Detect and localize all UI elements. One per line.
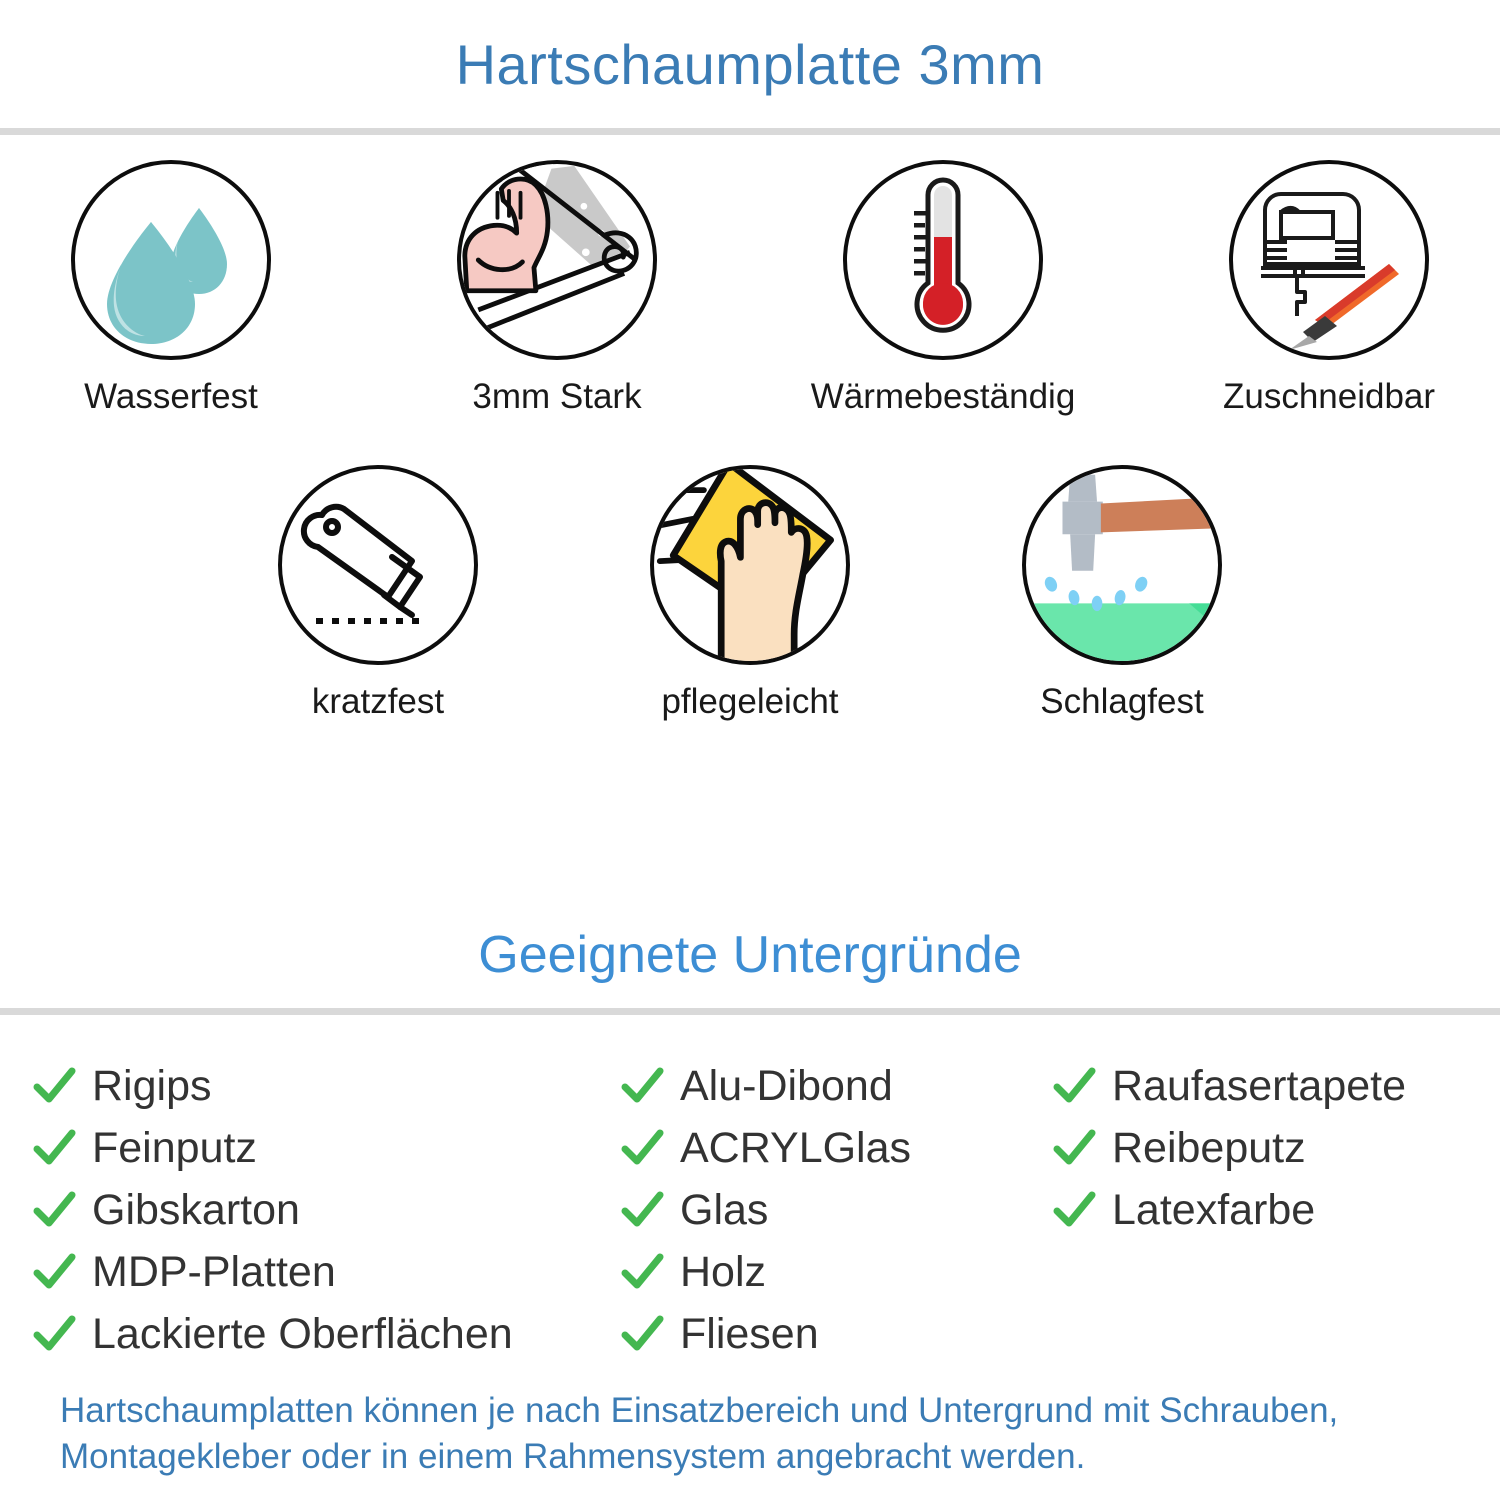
list-item-label: Feinputz	[92, 1123, 257, 1172]
list-item-label: MDP-Platten	[92, 1247, 336, 1296]
feature-icon-circle	[843, 160, 1043, 360]
check-icon	[1053, 1191, 1096, 1227]
check-icon	[33, 1253, 76, 1289]
feature-wasserfest: Wasserfest	[71, 160, 271, 417]
check-icon	[1053, 1129, 1096, 1165]
feature-label: Zuschneidbar	[1222, 377, 1436, 416]
feature-3mm-stark: 3mm Stark	[457, 160, 657, 417]
list-item-label: Latexfarbe	[1112, 1185, 1316, 1234]
list-item: Gibskarton	[32, 1179, 620, 1241]
feature-label: pflegeleicht	[661, 681, 839, 721]
list-item-label: Rigips	[92, 1061, 212, 1110]
list-item-label: Glas	[680, 1185, 769, 1234]
list-item: Lackierte Oberflächen	[32, 1303, 620, 1365]
list-item-label: Reibeputz	[1112, 1123, 1306, 1172]
feature-label: Wasserfest	[84, 377, 258, 416]
list-item: Raufasertapete	[1052, 1055, 1480, 1117]
checklist-column-2: Alu-Dibond ACRYLGlas Glas Holz Fliesen	[620, 1055, 1040, 1365]
section-title-untergruende: Geeignete Untergründe	[478, 926, 1022, 984]
list-item: Holz	[620, 1241, 1040, 1303]
feature-row-1: Wasserfest	[0, 160, 1500, 417]
list-item: MDP-Platten	[32, 1241, 620, 1303]
feature-icon-circle	[278, 464, 478, 665]
hand-wiping-cloth-icon	[654, 468, 834, 661]
divider-top	[0, 128, 1500, 135]
feature-icon-circle	[650, 464, 850, 665]
feature-icon-circle	[457, 160, 657, 360]
list-item-label: Gibskarton	[92, 1185, 300, 1234]
feature-icon-circle	[1229, 160, 1429, 360]
water-drops-icon	[107, 208, 227, 344]
subtitle-block: Geeignete Untergründe	[0, 905, 1500, 1005]
list-item-label: Holz	[680, 1247, 767, 1296]
check-icon	[621, 1315, 664, 1351]
feature-label: 3mm Stark	[472, 377, 642, 416]
jigsaw-cutter-icon	[1261, 192, 1399, 350]
list-item: Rigips	[32, 1055, 620, 1117]
feature-waermebestaendig: Wärmebeständig	[811, 160, 1075, 417]
list-item: Latexfarbe	[1052, 1179, 1480, 1241]
divider-mid	[0, 1008, 1500, 1015]
list-item: ACRYLGlas	[620, 1117, 1040, 1179]
checklist-column-3: Raufasertapete Reibeputz Latexfarbe	[1040, 1055, 1480, 1365]
feature-label: Wärmebeständig	[810, 377, 1076, 416]
check-icon	[621, 1253, 664, 1289]
substrate-checklist: Rigips Feinputz Gibskarton MDP-Platten L…	[0, 1055, 1500, 1365]
list-item: Alu-Dibond	[620, 1055, 1040, 1117]
list-item: Glas	[620, 1179, 1040, 1241]
feature-kratzfest: kratzfest	[278, 464, 478, 722]
feature-icon-circle	[1022, 464, 1222, 665]
check-icon	[1053, 1067, 1096, 1103]
cutter-scratch-icon	[300, 503, 423, 624]
feature-label: kratzfest	[311, 681, 445, 721]
page-title: Hartschaumplatte 3mm	[455, 33, 1045, 96]
list-item: Feinputz	[32, 1117, 620, 1179]
check-icon	[621, 1191, 664, 1227]
feature-schlagfest: Schlagfest	[1022, 464, 1222, 722]
feature-label: Schlagfest	[1040, 681, 1204, 721]
footer-note: Hartschaumplatten können je nach Einsatz…	[60, 1391, 1339, 1476]
check-icon	[621, 1067, 664, 1103]
list-item-label: Raufasertapete	[1112, 1061, 1407, 1110]
feature-zuschneidbar: Zuschneidbar	[1223, 160, 1435, 417]
list-item-label: ACRYLGlas	[680, 1123, 912, 1172]
features-section: Wasserfest	[0, 160, 1500, 721]
check-icon	[621, 1129, 664, 1165]
list-item-label: Lackierte Oberflächen	[92, 1309, 513, 1358]
check-icon	[33, 1315, 76, 1351]
checklist-column-1: Rigips Feinputz Gibskarton MDP-Platten L…	[0, 1055, 620, 1365]
check-icon	[33, 1067, 76, 1103]
flexing-arm-board-icon	[462, 164, 640, 336]
list-item: Reibeputz	[1052, 1117, 1480, 1179]
thermometer-icon	[914, 177, 972, 333]
list-item: Fliesen	[620, 1303, 1040, 1365]
hammer-impact-icon	[1026, 474, 1218, 661]
check-icon	[33, 1129, 76, 1165]
title-block: Hartschaumplatte 3mm	[0, 0, 1500, 130]
check-icon	[33, 1191, 76, 1227]
feature-icon-circle	[71, 160, 271, 360]
list-item-label: Alu-Dibond	[680, 1061, 893, 1110]
feature-row-2: kratzfest pflegeleicht	[0, 464, 1500, 722]
feature-pflegeleicht: pflegeleicht	[650, 464, 850, 722]
list-item-label: Fliesen	[680, 1309, 819, 1358]
